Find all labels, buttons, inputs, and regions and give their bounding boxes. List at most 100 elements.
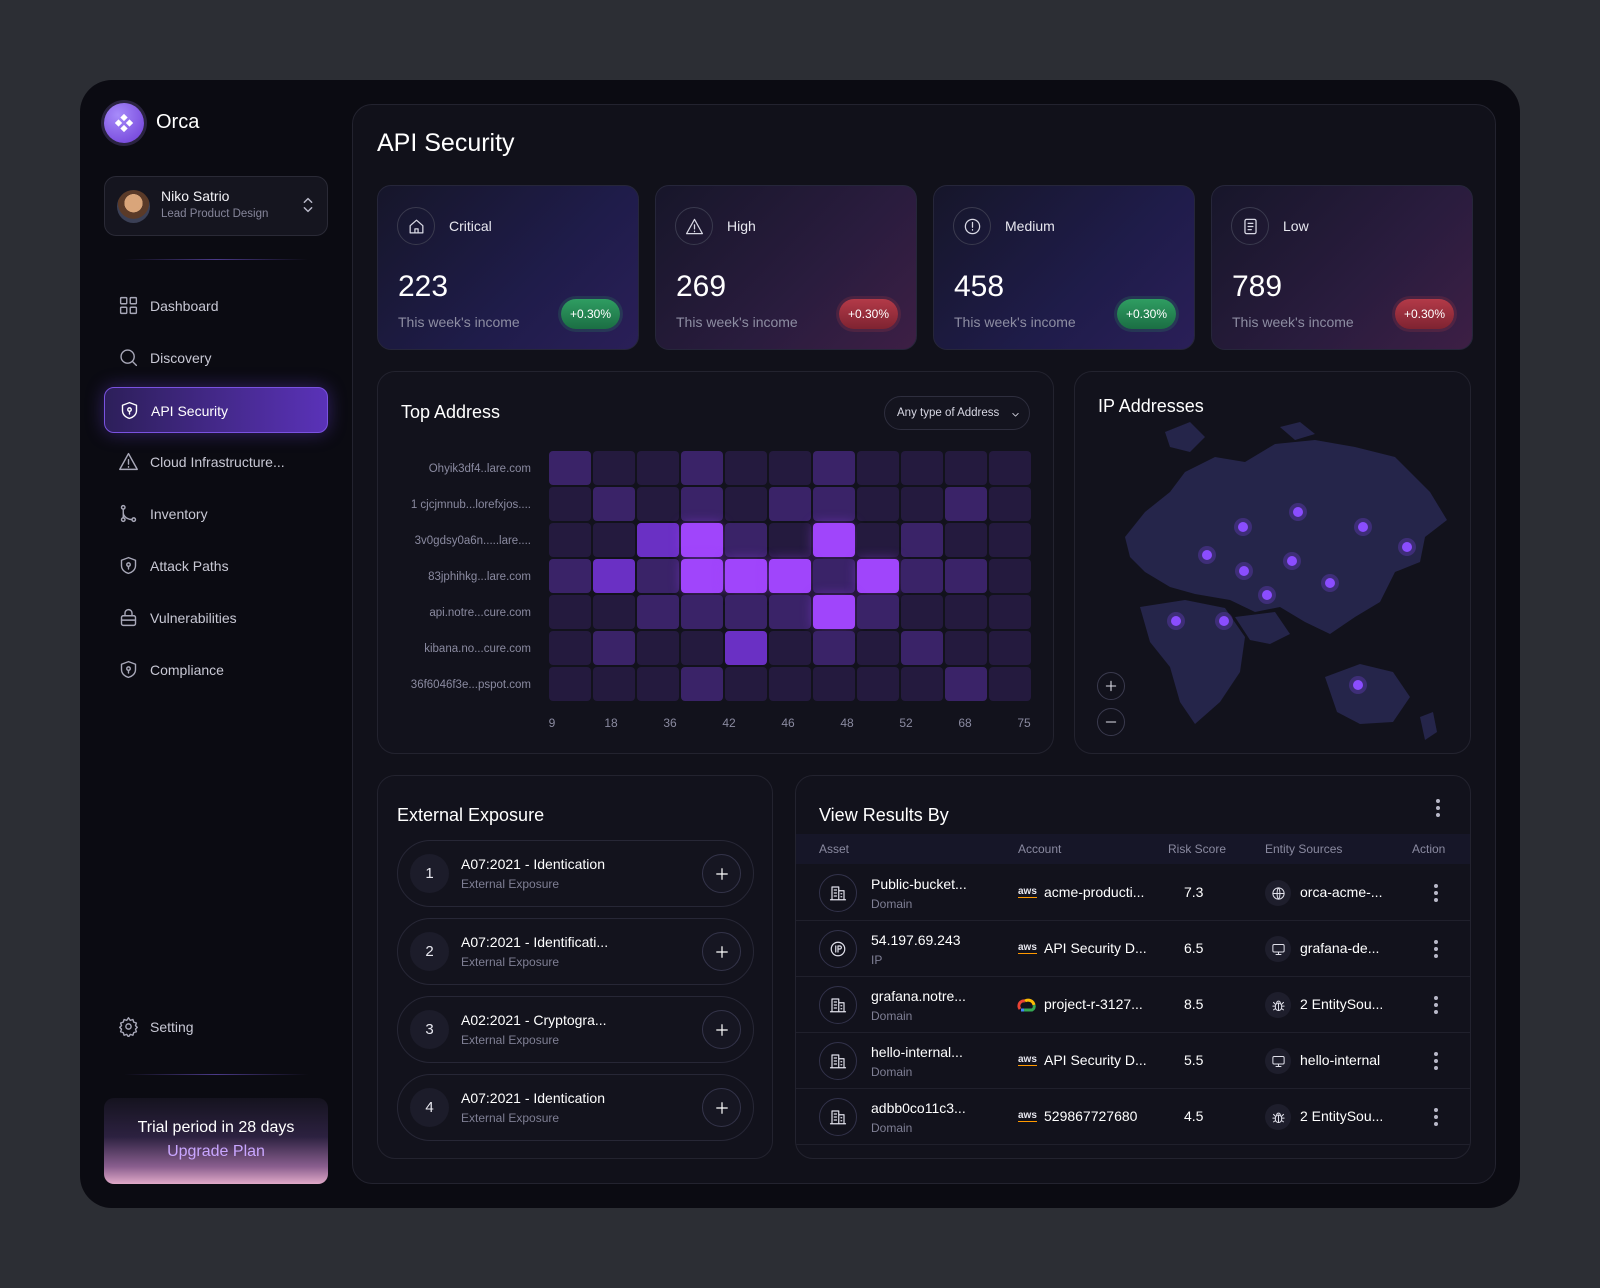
- address-filter[interactable]: Any type of Address: [884, 396, 1030, 430]
- x-label: 68: [958, 716, 972, 730]
- heat-cell: [813, 559, 855, 593]
- user-card[interactable]: Niko Satrio Lead Product Design: [104, 176, 328, 236]
- icon-part: [119, 452, 138, 471]
- x-label: 42: [722, 716, 736, 730]
- icon-part: [409, 219, 423, 233]
- top-address-panel: Top Address Any type of Address Ohyik3df4.…: [377, 371, 1054, 754]
- icon-part: [829, 886, 847, 901]
- nav-icon: [118, 295, 139, 316]
- row-action[interactable]: [1424, 881, 1448, 905]
- icon-part: [1271, 1055, 1285, 1064]
- panel-menu[interactable]: [1426, 796, 1450, 820]
- item-title: A07:2021 - Identication: [461, 856, 605, 872]
- row-action[interactable]: [1424, 1105, 1448, 1129]
- heat-cell: [637, 595, 679, 629]
- heat-cell: [901, 631, 943, 665]
- nav-item[interactable]: Discovery: [104, 335, 328, 381]
- heat-cell: [945, 631, 987, 665]
- nav-item[interactable]: Setting: [104, 1004, 328, 1050]
- heat-cell: [593, 595, 635, 629]
- icon-part: [1434, 883, 1439, 889]
- heat-cell: [549, 559, 591, 593]
- icon-part: [1436, 798, 1441, 817]
- heat-cell: [857, 595, 899, 629]
- heat-cell: [769, 667, 811, 701]
- heat-cell: [637, 451, 679, 485]
- source-name: grafana-de...: [1300, 940, 1380, 956]
- nav-icon: [118, 1016, 139, 1038]
- icon-part: [1012, 412, 1019, 417]
- icon-part: [1436, 798, 1441, 804]
- card-label: Medium: [1005, 218, 1055, 234]
- row-action[interactable]: [1424, 993, 1448, 1017]
- heat-cell: [769, 523, 811, 557]
- icon-part: [715, 867, 728, 880]
- nav-item[interactable]: API Security: [104, 387, 328, 433]
- icon-part: [114, 113, 134, 133]
- icon-part: [1125, 422, 1447, 740]
- source-name: orca-acme-...: [1300, 884, 1383, 900]
- heat-cell: [637, 667, 679, 701]
- icon-part: [1434, 1051, 1439, 1057]
- icon-part: [1271, 1112, 1285, 1123]
- icon-part: [1012, 412, 1019, 417]
- heat-cell: [945, 487, 987, 521]
- add-button[interactable]: [702, 1088, 741, 1127]
- icon-part: [1434, 995, 1439, 1001]
- provider-logo: aws: [1018, 1054, 1037, 1066]
- zoom-button[interactable]: [1097, 672, 1125, 700]
- nav-label: API Security: [151, 403, 229, 419]
- nav-item[interactable]: Attack Paths: [104, 543, 328, 589]
- card-icon: [1231, 207, 1269, 245]
- icon-part: [1271, 886, 1285, 900]
- nav-label: Inventory: [150, 506, 208, 522]
- add-glyph: [713, 1021, 731, 1039]
- nav-item[interactable]: Dashboard: [104, 283, 328, 329]
- nav-label: Dashboard: [150, 298, 219, 314]
- icon-part: [715, 1023, 728, 1036]
- asset-glyph: [829, 940, 847, 958]
- add-button[interactable]: [702, 854, 741, 893]
- card-icon: [397, 207, 435, 245]
- heat-cell: [945, 595, 987, 629]
- stat-card: Low 789 This week's income +0.30%: [1211, 185, 1473, 350]
- heat-cell: [725, 667, 767, 701]
- asset-name: 54.197.69.243: [871, 932, 961, 948]
- panel-title: IP Addresses: [1098, 396, 1204, 416]
- card-glyph: [1241, 217, 1260, 236]
- add-glyph: [713, 865, 731, 883]
- icon-part: [1271, 943, 1285, 952]
- asset-type: IP: [871, 953, 883, 967]
- heat-cell: [549, 667, 591, 701]
- nav-item[interactable]: Vulnerabilities: [104, 595, 328, 641]
- nav-item[interactable]: Inventory: [104, 491, 328, 537]
- zoom-button[interactable]: [1097, 708, 1125, 736]
- heat-cell: [725, 523, 767, 557]
- icon-part: [120, 504, 137, 523]
- heat-cell: [813, 451, 855, 485]
- item-number: 4: [410, 1088, 449, 1127]
- card-value: 789: [1232, 270, 1283, 303]
- heat-cell: [593, 559, 635, 593]
- row-action[interactable]: [1424, 1049, 1448, 1073]
- item-title: A07:2021 - Identication: [461, 1090, 605, 1106]
- icon-part: [1436, 812, 1441, 817]
- nav-icon: [119, 400, 140, 421]
- asset-glyph: [829, 996, 847, 1014]
- nav-item[interactable]: Compliance: [104, 647, 328, 693]
- icon-part: [119, 296, 128, 305]
- icon-part: [1271, 1112, 1285, 1123]
- avatar: [117, 190, 150, 223]
- add-button[interactable]: [702, 1010, 741, 1049]
- upgrade-link[interactable]: Upgrade Plan: [167, 1143, 265, 1160]
- nav-item[interactable]: Cloud Infrastructure...: [104, 439, 328, 485]
- heat-cell: [901, 487, 943, 521]
- user-menu-icon: [297, 194, 319, 216]
- card-glyph: [685, 217, 704, 236]
- icon-part: [1434, 897, 1439, 902]
- asset-name: Public-bucket...: [871, 876, 967, 892]
- item-number: 1: [410, 854, 449, 893]
- row-action[interactable]: [1424, 937, 1448, 961]
- add-button[interactable]: [702, 932, 741, 971]
- icon-part: [120, 608, 137, 627]
